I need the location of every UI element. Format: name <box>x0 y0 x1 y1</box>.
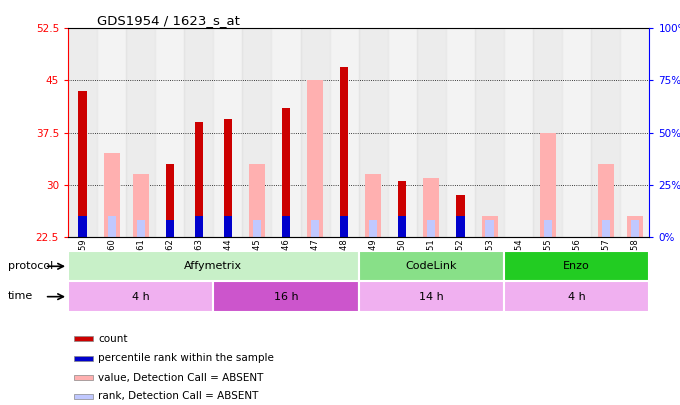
Bar <box>307 81 323 237</box>
Bar <box>301 28 330 237</box>
Bar <box>543 220 551 237</box>
Bar <box>74 336 93 341</box>
Bar <box>97 28 126 237</box>
Bar <box>359 251 504 281</box>
Bar <box>214 281 359 312</box>
Bar <box>504 28 533 237</box>
Bar <box>330 28 359 237</box>
Bar <box>504 281 649 312</box>
Bar <box>446 28 475 237</box>
Text: 14 h: 14 h <box>419 292 444 302</box>
Bar <box>359 281 504 312</box>
Bar <box>224 119 232 237</box>
Bar <box>249 164 265 237</box>
Bar <box>282 216 290 237</box>
Bar <box>620 28 649 237</box>
Bar <box>504 251 649 281</box>
Bar <box>68 28 97 237</box>
Bar <box>359 28 388 237</box>
Text: 16 h: 16 h <box>274 292 299 302</box>
Bar <box>194 122 203 237</box>
Bar <box>398 216 407 237</box>
Bar <box>194 216 203 237</box>
Text: time: time <box>8 292 33 301</box>
Text: Enzo: Enzo <box>563 261 590 271</box>
Bar <box>68 251 359 281</box>
Bar <box>242 28 271 237</box>
Bar <box>74 394 93 399</box>
Bar <box>398 181 407 237</box>
Bar <box>311 220 319 237</box>
Bar <box>533 28 562 237</box>
Bar <box>155 28 184 237</box>
Bar <box>475 28 504 237</box>
Bar <box>456 195 464 237</box>
Bar <box>417 28 446 237</box>
Bar <box>365 174 381 237</box>
Bar <box>137 220 145 237</box>
Bar <box>103 153 120 237</box>
Bar <box>224 216 232 237</box>
Bar <box>340 216 348 237</box>
Bar <box>481 216 498 237</box>
Bar <box>369 220 377 237</box>
Bar <box>166 220 174 237</box>
Bar <box>602 220 610 237</box>
Bar <box>107 216 116 237</box>
Text: protocol: protocol <box>8 261 54 271</box>
Bar <box>78 91 86 237</box>
Text: 4 h: 4 h <box>568 292 585 302</box>
Bar <box>562 28 592 237</box>
Bar <box>271 28 301 237</box>
Text: Affymetrix: Affymetrix <box>184 261 242 271</box>
Bar <box>388 28 417 237</box>
Bar <box>427 220 435 237</box>
Bar <box>214 28 242 237</box>
Bar <box>166 164 174 237</box>
Bar <box>424 178 439 237</box>
Bar <box>631 220 639 237</box>
Bar <box>133 174 149 237</box>
Bar <box>486 220 494 237</box>
Text: rank, Detection Call = ABSENT: rank, Detection Call = ABSENT <box>99 392 259 401</box>
Bar <box>627 216 643 237</box>
Bar <box>340 66 348 237</box>
Text: 4 h: 4 h <box>132 292 150 302</box>
Bar <box>456 216 464 237</box>
Text: value, Detection Call = ABSENT: value, Detection Call = ABSENT <box>99 373 264 383</box>
Bar <box>591 28 620 237</box>
Bar <box>598 164 614 237</box>
Text: GDS1954 / 1623_s_at: GDS1954 / 1623_s_at <box>97 14 240 27</box>
Text: CodeLink: CodeLink <box>406 261 457 271</box>
Bar <box>253 220 261 237</box>
Bar <box>540 133 556 237</box>
Text: count: count <box>99 334 128 344</box>
Text: percentile rank within the sample: percentile rank within the sample <box>99 353 274 363</box>
Bar <box>184 28 214 237</box>
Bar <box>68 281 214 312</box>
Bar <box>74 356 93 361</box>
Bar <box>78 216 86 237</box>
Bar <box>126 28 155 237</box>
Bar <box>282 108 290 237</box>
Bar <box>74 375 93 380</box>
